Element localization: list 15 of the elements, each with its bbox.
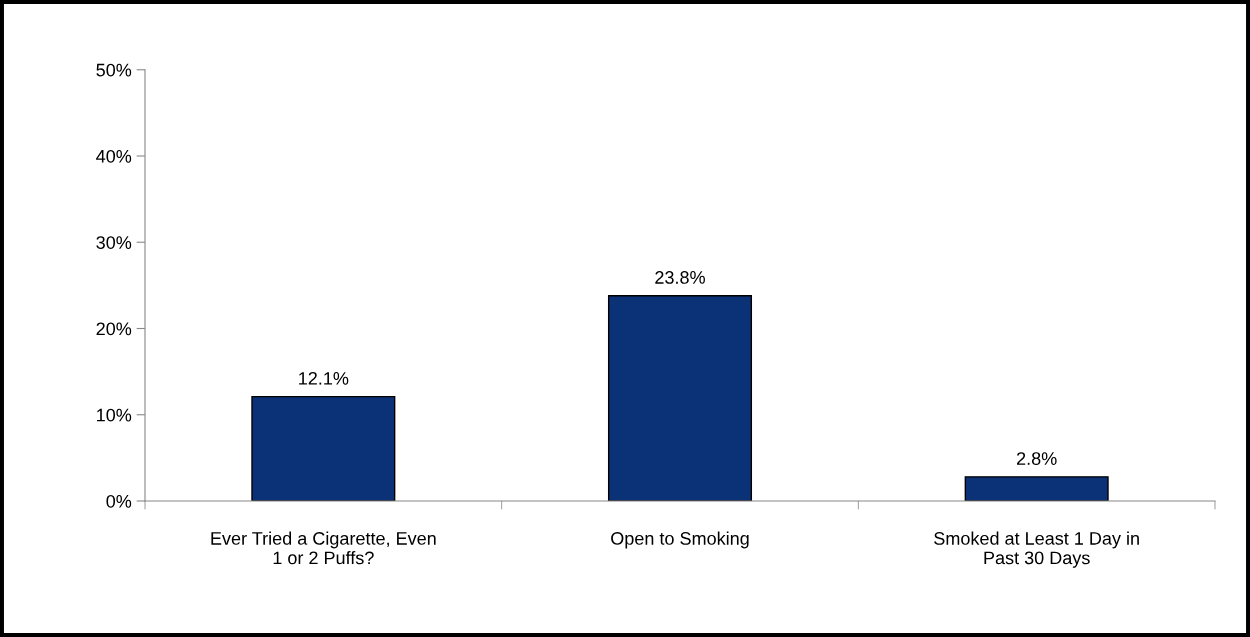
data-label: 23.8%: [655, 271, 705, 284]
bar: [964, 476, 1109, 501]
y-tick-label: 0%: [106, 494, 132, 508]
bar: [251, 395, 396, 501]
x-tick-label: Smoked at Least 1 Day in Past 30 Days: [934, 531, 1139, 568]
y-tick-label: 20%: [96, 322, 132, 336]
y-tick-label: 50%: [96, 63, 132, 77]
x-tick-label: Open to Smoking: [611, 531, 749, 549]
data-label: 12.1%: [299, 371, 349, 385]
y-tick-label: 40%: [96, 149, 132, 163]
data-label: 2.8%: [1017, 452, 1057, 465]
y-tick-label: 30%: [96, 236, 132, 249]
y-tick-label: 10%: [97, 408, 132, 422]
x-tick-label: Ever Tried a Cigarette, Even 1 or 2 Puffs?: [211, 531, 436, 565]
bar: [607, 295, 753, 501]
